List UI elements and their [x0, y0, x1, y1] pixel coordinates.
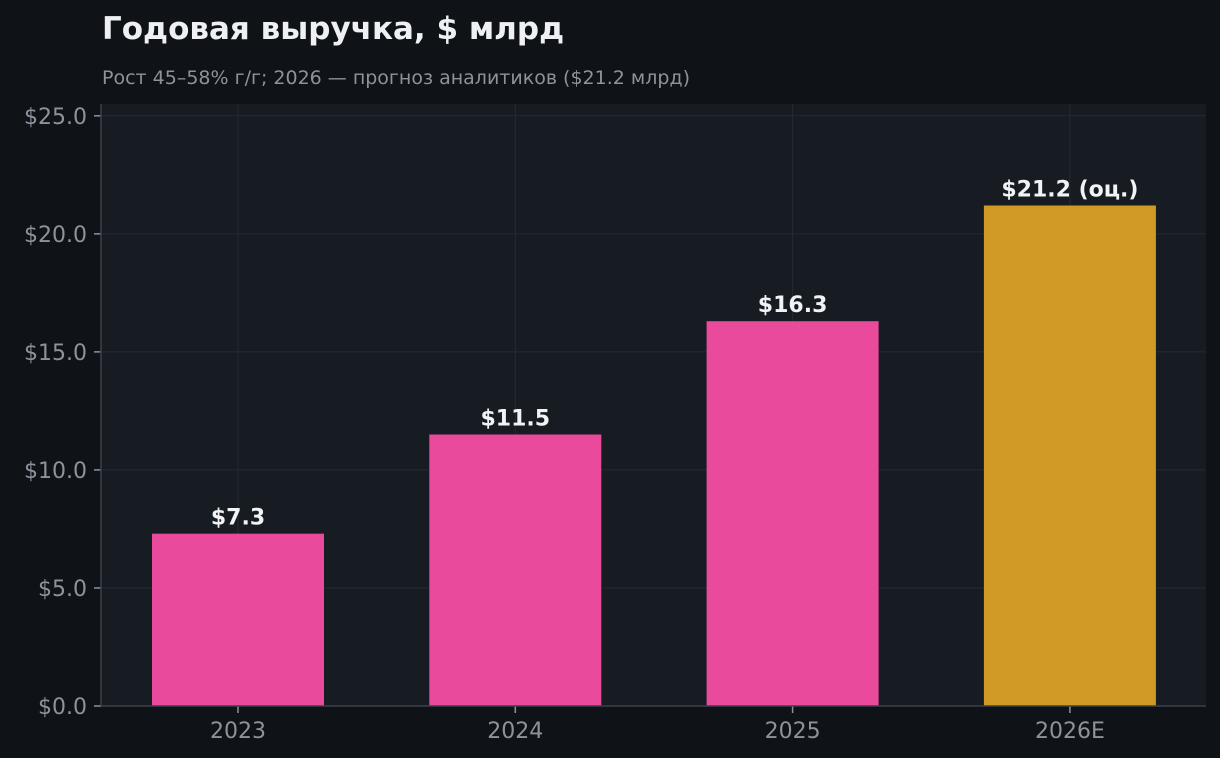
data-label: $11.5 — [481, 407, 551, 432]
data-label: $7.3 — [211, 506, 265, 531]
data-label: $21.2 (оц.) — [1001, 178, 1138, 203]
y-tick-label: $15.0 — [24, 341, 87, 366]
x-tick-label: 2026E — [1035, 719, 1105, 744]
labels: $0.0 $5.0 $10.0 $15.0 $20.0 $25.0 $7.3 2023 $11.… — [24, 105, 1138, 744]
data-label: $16.3 — [758, 293, 828, 318]
bars — [152, 205, 1156, 706]
x-tick-label: 2024 — [487, 719, 543, 744]
bar-2026e — [983, 205, 1156, 706]
x-tick-label: 2025 — [765, 719, 821, 744]
y-tick-label: $25.0 — [24, 105, 87, 130]
y-tick-label: $0.0 — [38, 695, 87, 720]
axes — [94, 104, 1206, 713]
x-tick-label: 2023 — [210, 719, 266, 744]
bar-2023 — [152, 533, 324, 706]
chart-title: Годовая выручка, $ млрд — [102, 11, 564, 47]
chart-subtitle: Рост 45–58% г/г; 2026 — прогноз аналитик… — [102, 67, 690, 89]
bar-2024 — [429, 434, 602, 706]
y-tick-label: $20.0 — [24, 223, 87, 248]
y-tick-label: $5.0 — [38, 577, 87, 602]
y-tick-label: $10.0 — [24, 459, 87, 484]
bar-2025 — [706, 321, 879, 706]
